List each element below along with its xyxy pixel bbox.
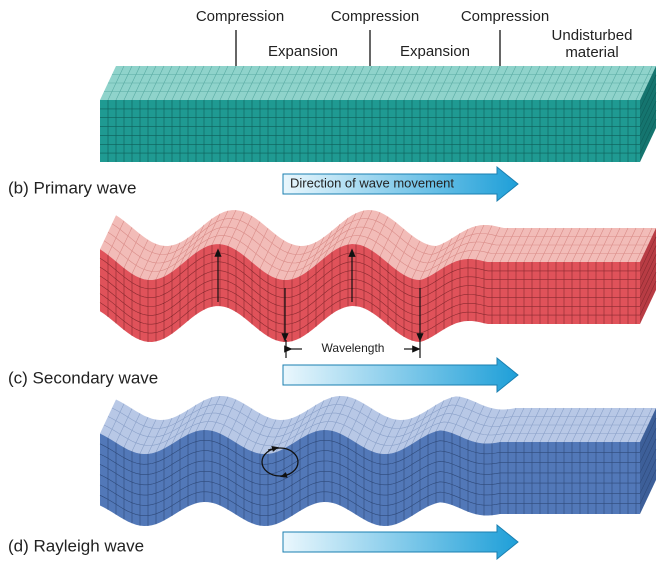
- expansion-label: Expansion: [400, 43, 470, 60]
- direction-arrow: [283, 525, 518, 559]
- block-front: [100, 100, 640, 162]
- seismic-wave-diagram: Compression Compression Compression Expa…: [0, 0, 657, 577]
- panel-label: (b) Primary wave: [8, 178, 136, 197]
- direction-arrow: [283, 358, 518, 392]
- undisturbed-label: Undisturbed: [552, 27, 633, 44]
- compression-label: Compression: [196, 8, 284, 25]
- panel-label: (c) Secondary wave: [8, 368, 158, 387]
- panel-label: (d) Rayleigh wave: [8, 536, 144, 555]
- wavelength-label: Wavelength: [322, 341, 385, 355]
- undisturbed-label: material: [565, 44, 618, 61]
- compression-label: Compression: [331, 8, 419, 25]
- compression-label: Compression: [461, 8, 549, 25]
- arrow-label: Direction of wave movement: [290, 175, 454, 190]
- expansion-label: Expansion: [268, 43, 338, 60]
- blocks: [100, 66, 656, 526]
